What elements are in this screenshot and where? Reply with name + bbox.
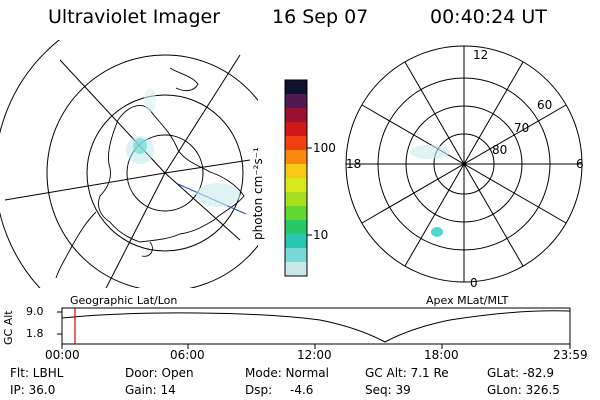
geographic-map-label: Geographic Lat/Lon (70, 294, 178, 307)
status-dsp-value: -4.6 (290, 383, 314, 397)
status-glat: GLat: -82.9 (487, 366, 554, 380)
timeline-xtick: 12:00 (297, 348, 332, 362)
colorbar-band (285, 122, 307, 137)
altitude-timeline (57, 307, 571, 349)
colorbar-unit-label: photon cm⁻²s⁻¹ (251, 147, 265, 240)
colorbar-band (285, 94, 307, 109)
instrument-title: Ultraviolet Imager (48, 6, 221, 28)
colorbar-tick-100: 100 (313, 141, 336, 155)
magnetic-map (345, 45, 583, 283)
colorbar-band (285, 150, 307, 165)
magnetic-map-label: Apex MLat/MLT (426, 294, 509, 307)
colorbar-band (285, 178, 307, 193)
lat-label-80: 80 (492, 143, 508, 157)
mlt-label-bottom: 0 (470, 276, 478, 290)
colorbar-band (285, 80, 307, 95)
lat-label-60: 60 (537, 98, 553, 112)
colorbar-tick-10: 10 (313, 228, 329, 242)
status-gain: Gain: 14 (125, 383, 176, 397)
colorbar-band (285, 234, 307, 249)
colorbar-band (285, 192, 307, 207)
colorbar-band (285, 164, 307, 179)
status-filter: Flt: LBHL (10, 366, 64, 380)
continent-outline (98, 105, 245, 243)
status-gc-alt: GC Alt: 7.1 Re (365, 366, 449, 380)
status-door: Door: Open (125, 366, 194, 380)
time-label: 00:40:24 UT (430, 6, 547, 28)
mlt-label-right: 6 (576, 157, 584, 171)
timeline-xtick: 06:00 (170, 348, 205, 362)
date-label: 16 Sep 07 (272, 6, 369, 28)
lat-label-70: 70 (514, 121, 530, 135)
left-aurora (126, 88, 240, 207)
status-dsp-label: Dsp: (245, 383, 273, 397)
status-seq: Seq: 39 (365, 383, 411, 397)
status-ip: IP: 36.0 (10, 383, 56, 397)
timeline-xtick: 18:00 (424, 348, 459, 362)
colorbar-band (285, 206, 307, 221)
altitude-curve (62, 310, 570, 343)
timeline-xtick: 00:00 (45, 348, 80, 362)
timeline-xtick: 23:59 (553, 348, 588, 362)
colorbar-band (285, 136, 307, 151)
status-glon: GLon: 326.5 (487, 383, 560, 397)
right-aurora (410, 145, 450, 237)
timeline-axis-label: GC Alt (2, 310, 15, 345)
colorbar-band (285, 262, 307, 277)
colorbar (284, 79, 312, 277)
mlt-label-top: 12 (473, 48, 489, 62)
timeline-ytick-high: 9.0 (26, 305, 44, 318)
geographic-map (0, 40, 258, 288)
mlt-label-left: 18 (346, 157, 362, 171)
status-mode: Mode: Normal (245, 366, 329, 380)
colorbar-band (285, 248, 307, 263)
colorbar-band (285, 220, 307, 235)
colorbar-band (285, 108, 307, 123)
timeline-ytick-low: 1.8 (26, 327, 44, 340)
